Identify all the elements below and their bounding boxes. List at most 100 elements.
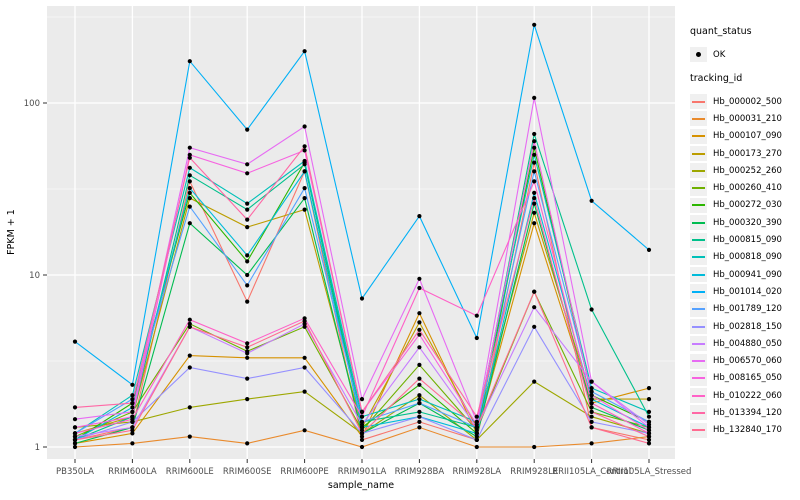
legend-item-ok: OK xyxy=(690,46,800,63)
legend-key xyxy=(690,128,707,144)
data-point xyxy=(245,162,250,167)
data-point xyxy=(417,320,422,325)
data-point xyxy=(532,305,537,310)
data-point xyxy=(187,186,192,191)
data-point xyxy=(532,22,537,27)
data-point xyxy=(646,414,652,419)
data-point xyxy=(417,382,422,387)
data-point xyxy=(589,307,594,312)
legend-item-label: Hb_004880_050 xyxy=(713,338,782,349)
legend-item-label: Hb_000002_500 xyxy=(713,96,782,107)
data-point xyxy=(245,351,250,356)
data-point xyxy=(245,201,250,206)
series-color-swatch xyxy=(692,429,705,432)
data-point xyxy=(417,214,422,219)
x-tick-label: RRIM928LE xyxy=(510,467,558,477)
data-point xyxy=(130,425,135,430)
data-point xyxy=(359,444,365,450)
data-point xyxy=(589,198,594,203)
data-point xyxy=(72,444,78,450)
x-axis-title: sample_name xyxy=(327,480,395,491)
legend-item: Hb_001014_020 xyxy=(690,283,800,300)
series-color-swatch xyxy=(692,377,705,380)
data-point xyxy=(130,441,135,446)
data-point xyxy=(245,272,250,278)
data-point xyxy=(417,425,422,430)
data-point xyxy=(245,299,250,304)
data-point xyxy=(130,401,135,406)
legend-title-tracking-id: tracking_id xyxy=(690,73,743,84)
data-point xyxy=(646,397,652,402)
legend-item-label: Hb_000320_390 xyxy=(713,217,782,228)
plot-panel xyxy=(47,6,675,459)
data-point xyxy=(187,365,192,370)
data-point xyxy=(302,169,307,174)
legend-key xyxy=(690,163,707,179)
data-point xyxy=(359,422,365,427)
data-point xyxy=(72,434,78,439)
legend-item: Hb_008165_050 xyxy=(690,370,800,387)
data-point xyxy=(130,409,135,414)
data-point xyxy=(532,444,537,450)
legend-item: Hb_132840_170 xyxy=(690,422,800,439)
legend-item-label: Hb_000272_030 xyxy=(713,200,782,211)
series-color-swatch xyxy=(692,360,705,363)
data-point xyxy=(589,386,594,391)
data-point xyxy=(417,332,422,337)
data-point xyxy=(245,259,250,264)
x-tick-label: RRIM901LA xyxy=(338,467,387,477)
data-point xyxy=(187,173,192,178)
data-point xyxy=(302,162,307,167)
legend-items: Hb_000002_500 Hb_000031_210 Hb_000107_090 H… xyxy=(690,93,800,439)
legend-item-label: Hb_000031_210 xyxy=(713,113,782,124)
data-point xyxy=(359,409,365,414)
series-color-swatch xyxy=(692,221,705,224)
legend: quant_status OK tracking_id Hb_000002_50… xyxy=(690,0,800,439)
series-color-swatch xyxy=(692,169,705,172)
data-point xyxy=(302,49,307,54)
data-point xyxy=(187,165,192,170)
data-point xyxy=(72,339,78,344)
series-color-swatch xyxy=(692,100,705,103)
data-point xyxy=(589,414,594,419)
series-color-swatch xyxy=(692,290,705,293)
data-point xyxy=(302,186,307,191)
data-point xyxy=(130,431,135,436)
x-tick-label: RRII105LA_Control xyxy=(552,467,631,477)
legend-key xyxy=(690,197,707,213)
series-color-swatch xyxy=(692,273,705,276)
legend-item: Hb_000173_270 xyxy=(690,145,800,162)
legend-key xyxy=(690,232,707,248)
data-point xyxy=(589,397,594,402)
data-point xyxy=(474,335,479,341)
x-tick-label: RRIM600LA xyxy=(108,467,157,477)
data-point xyxy=(245,441,250,446)
legend-item: Hb_000260_410 xyxy=(690,179,800,196)
data-point xyxy=(245,283,250,288)
data-point xyxy=(417,376,422,381)
data-point xyxy=(589,379,594,384)
data-point xyxy=(474,313,479,318)
legend-key xyxy=(690,301,707,317)
data-point xyxy=(359,428,365,433)
series-color-swatch xyxy=(692,239,705,242)
legend-item: Hb_013394_120 xyxy=(690,404,800,421)
data-point xyxy=(532,139,537,144)
data-point xyxy=(245,376,250,381)
data-point xyxy=(187,321,192,326)
legend-key xyxy=(690,388,707,404)
data-point xyxy=(532,324,537,329)
data-point xyxy=(130,393,135,398)
legend-item-label: Hb_000260_410 xyxy=(713,183,782,194)
series-color-swatch xyxy=(692,117,705,120)
data-point xyxy=(474,425,479,430)
data-point xyxy=(417,397,422,402)
series-color-swatch xyxy=(692,135,705,138)
data-point xyxy=(130,417,135,422)
data-point xyxy=(187,353,192,358)
data-point xyxy=(187,434,192,439)
series-color-swatch xyxy=(692,394,705,397)
data-point xyxy=(474,428,479,433)
x-tick-label: PB350LA xyxy=(56,467,94,477)
data-point xyxy=(302,389,307,394)
